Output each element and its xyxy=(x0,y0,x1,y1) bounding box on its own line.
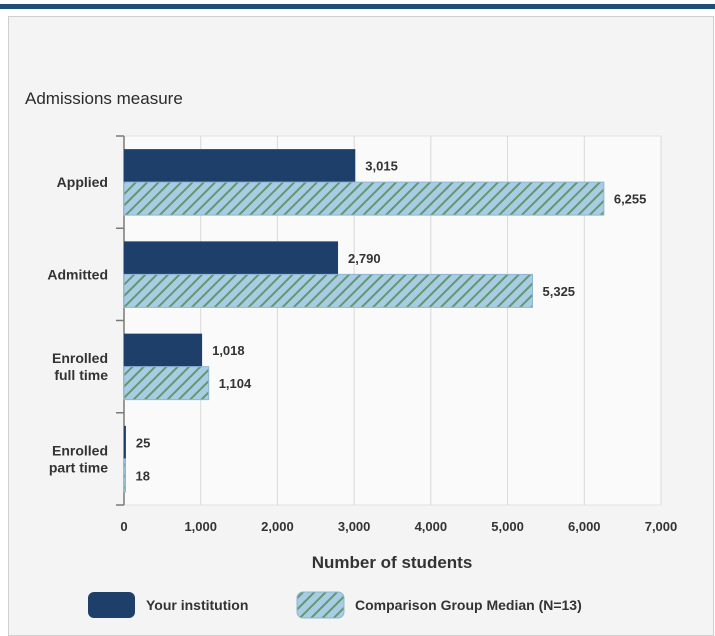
data-label: 1,018 xyxy=(212,343,245,358)
category-label: Enrolled part time xyxy=(49,442,108,475)
category-label-line: Enrolled xyxy=(52,442,108,458)
institution-bar xyxy=(124,425,126,459)
x-tick-label: 7,000 xyxy=(645,519,678,534)
bar-chart: Admissions measure 3,015 6,255 Applied 2,79… xyxy=(25,89,678,619)
legend: Your institution Comparison Group Median … xyxy=(88,591,582,619)
x-tick-label: 5,000 xyxy=(491,519,524,534)
x-tick-label: 0 xyxy=(120,519,127,534)
category-label-line: Admitted xyxy=(47,266,108,282)
comparison-bar xyxy=(123,458,126,493)
data-label: 18 xyxy=(136,468,150,483)
comparison-bar xyxy=(123,366,210,401)
legend-swatch-comparison xyxy=(296,591,345,619)
institution-bar xyxy=(124,241,339,275)
legend-label: Your institution xyxy=(146,597,248,613)
category-label-line: Enrolled xyxy=(52,350,108,366)
data-label: 1,104 xyxy=(219,376,252,391)
plot-area: 3,015 6,255 Applied 2,790 5,325 Admitted 1,018… xyxy=(47,135,678,534)
x-tick-label: 1,000 xyxy=(184,519,217,534)
category-label: Applied xyxy=(57,174,108,190)
data-label: 25 xyxy=(136,435,150,450)
top-rule xyxy=(0,4,715,9)
data-label: 3,015 xyxy=(365,159,398,174)
institution-bar xyxy=(124,149,356,183)
x-tick-label: 4,000 xyxy=(415,519,448,534)
data-label: 2,790 xyxy=(348,251,381,266)
data-label: 6,255 xyxy=(614,192,647,207)
x-tick-label: 2,000 xyxy=(261,519,294,534)
institution-bar xyxy=(124,333,203,367)
x-axis-title: Number of students xyxy=(312,553,473,572)
data-label: 5,325 xyxy=(543,284,576,299)
comparison-bar xyxy=(123,273,534,308)
category-label-line: part time xyxy=(49,459,108,475)
legend-label: Comparison Group Median (N=13) xyxy=(355,597,582,613)
category-label: Admitted xyxy=(47,266,108,282)
category-label-line: full time xyxy=(54,367,108,383)
x-tick-label: 6,000 xyxy=(568,519,601,534)
comparison-bar xyxy=(123,181,605,216)
category-label-line: Applied xyxy=(57,174,108,190)
legend-swatch-institution xyxy=(88,592,135,618)
category-label: Enrolled full time xyxy=(52,350,108,383)
chart-title: Admissions measure xyxy=(25,89,183,108)
x-tick-label: 3,000 xyxy=(338,519,371,534)
